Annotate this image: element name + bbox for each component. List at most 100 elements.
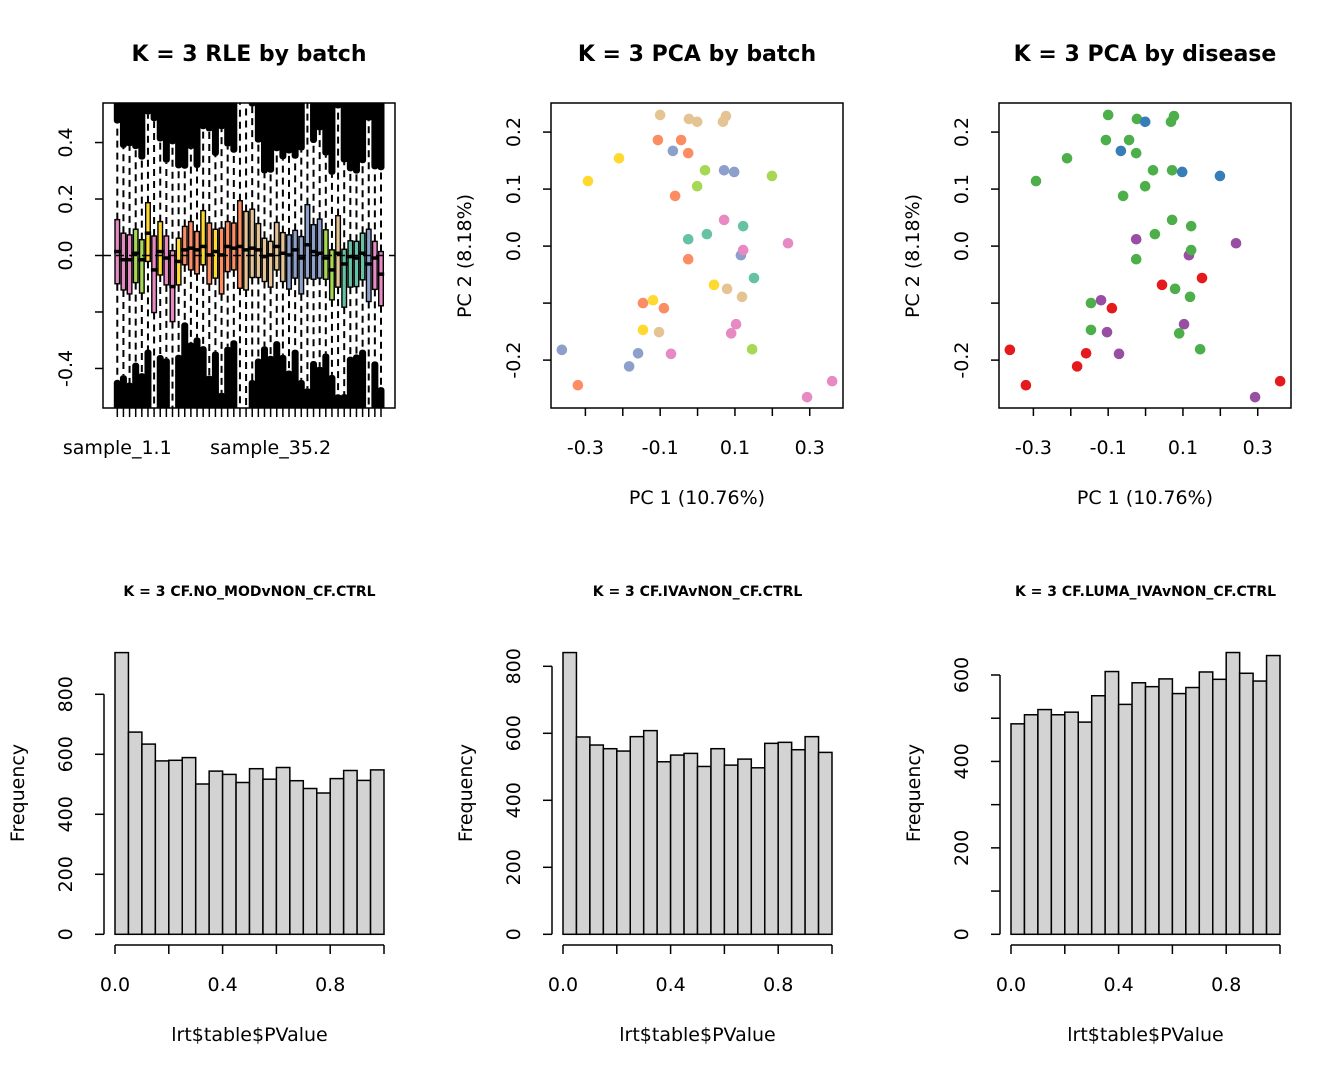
x-axis-label: PC 1 (10.76%) <box>629 487 765 509</box>
sample-box-40 <box>352 103 360 408</box>
y-axis-label: Frequency <box>7 744 29 842</box>
lower-outliers <box>340 394 348 408</box>
data-point <box>1185 220 1197 232</box>
lower-outliers <box>199 346 207 408</box>
lower-outliers <box>193 337 201 408</box>
histogram-bar <box>262 778 278 936</box>
histogram-bar <box>356 779 372 936</box>
histogram-bar <box>790 748 806 936</box>
upper-outliers <box>168 103 176 145</box>
sample-box-31 <box>297 103 305 408</box>
data-point <box>1139 116 1151 128</box>
x-axis-label: lrt$table$PValue <box>619 1024 775 1046</box>
sample-box-42 <box>365 103 373 408</box>
y-tick-label: 0.0 <box>503 231 525 261</box>
y-tick-label: 0.1 <box>951 174 973 204</box>
data-point <box>1196 272 1208 284</box>
upper-outliers <box>328 103 336 175</box>
x-tick-label: 0.0 <box>100 974 130 996</box>
histogram-bar <box>616 750 631 936</box>
box <box>328 249 335 301</box>
upper-outliers <box>273 103 281 152</box>
y-tick-label: -0.4 <box>55 350 77 387</box>
x-tick-label: 0.0 <box>996 974 1026 996</box>
data-point <box>737 244 749 256</box>
box <box>292 229 299 279</box>
upper-outliers <box>144 103 152 115</box>
upper-outliers <box>181 103 189 169</box>
data-point <box>613 152 625 164</box>
histogram-bar <box>114 651 130 936</box>
box <box>335 214 342 288</box>
sample-box-16 <box>205 103 213 408</box>
y-tick-label: 0.0 <box>55 240 77 270</box>
y-tick-label: -0.2 <box>503 342 525 379</box>
chart-title: K = 3 PCA by batch <box>578 42 816 67</box>
pca-panel-2: K = 3 PCA by disease -0.3 -0.1 0.1 0.3 -0.2 0.… <box>902 42 1292 509</box>
sample-box-10 <box>168 103 176 408</box>
data-point <box>683 113 695 125</box>
data-point <box>1030 175 1042 187</box>
x-axis-label: lrt$table$PValue <box>171 1024 327 1046</box>
upper-outliers <box>248 103 256 107</box>
upper-outliers <box>113 103 121 124</box>
lower-outliers <box>224 346 232 408</box>
lower-outliers <box>119 375 127 408</box>
sample-box-17 <box>211 103 219 408</box>
lower-outliers <box>273 341 281 408</box>
sample-box-41 <box>359 103 367 408</box>
upper-outliers <box>156 103 164 142</box>
data-point <box>1178 318 1190 330</box>
histogram-bar <box>1238 672 1254 936</box>
x-tick-label: -0.3 <box>1015 437 1052 459</box>
upper-outliers <box>346 103 354 172</box>
histogram-bar <box>575 736 591 936</box>
chart-title: K = 3 CF.NO_MODvNON_CF.CTRL <box>123 584 375 600</box>
data-point <box>637 297 649 309</box>
upper-outliers <box>230 103 238 153</box>
histogram-bar <box>154 760 170 936</box>
histogram-panel-1: K = 3 CF.NO_MODvNON_CF.CTRL 0 200 400 600 800… <box>7 584 385 1046</box>
sample-box-12 <box>181 103 189 408</box>
histogram-bar <box>602 747 618 936</box>
box <box>304 203 311 279</box>
x-tick-label: -0.1 <box>642 437 679 459</box>
sample-box-21 <box>236 103 244 408</box>
histogram-bar <box>1090 694 1106 936</box>
y-tick-label: -0.2 <box>951 342 973 379</box>
data-point <box>675 134 687 146</box>
box <box>151 235 158 314</box>
chart-title: K = 3 CF.LUMA_IVAvNON_CF.CTRL <box>1015 584 1276 600</box>
histogram-bar <box>369 769 385 936</box>
histogram-bar <box>141 743 157 936</box>
histogram-bar <box>1010 723 1026 936</box>
upper-outliers <box>218 103 226 130</box>
data-point <box>691 116 703 128</box>
data-point <box>1061 152 1073 164</box>
sample-box-24 <box>254 103 262 408</box>
sample-box-38 <box>340 103 348 408</box>
histogram-bar <box>1171 692 1187 936</box>
x-tick-label: 0.0 <box>548 974 578 996</box>
data-point <box>691 180 703 192</box>
box <box>200 209 207 266</box>
data-point <box>1020 379 1032 391</box>
data-point <box>1214 170 1226 182</box>
data-point <box>658 302 670 314</box>
data-point <box>801 391 813 403</box>
histogram-bar <box>302 787 318 936</box>
chart-title: K = 3 CF.IVAvNON_CF.CTRL <box>593 584 803 600</box>
data-point <box>1194 343 1206 355</box>
sample-box-36 <box>328 103 336 408</box>
histogram-bar <box>683 752 699 936</box>
histogram-bar <box>589 744 605 936</box>
upper-outliers <box>359 103 367 164</box>
sample-box-15 <box>199 103 207 408</box>
sample-box-18 <box>218 103 226 408</box>
sample-box-20 <box>230 103 238 408</box>
data-point <box>1106 302 1118 314</box>
histogram-bar <box>737 758 753 936</box>
y-tick-label: 0.2 <box>503 117 525 147</box>
histogram-bar <box>1185 686 1201 936</box>
box <box>347 240 354 288</box>
